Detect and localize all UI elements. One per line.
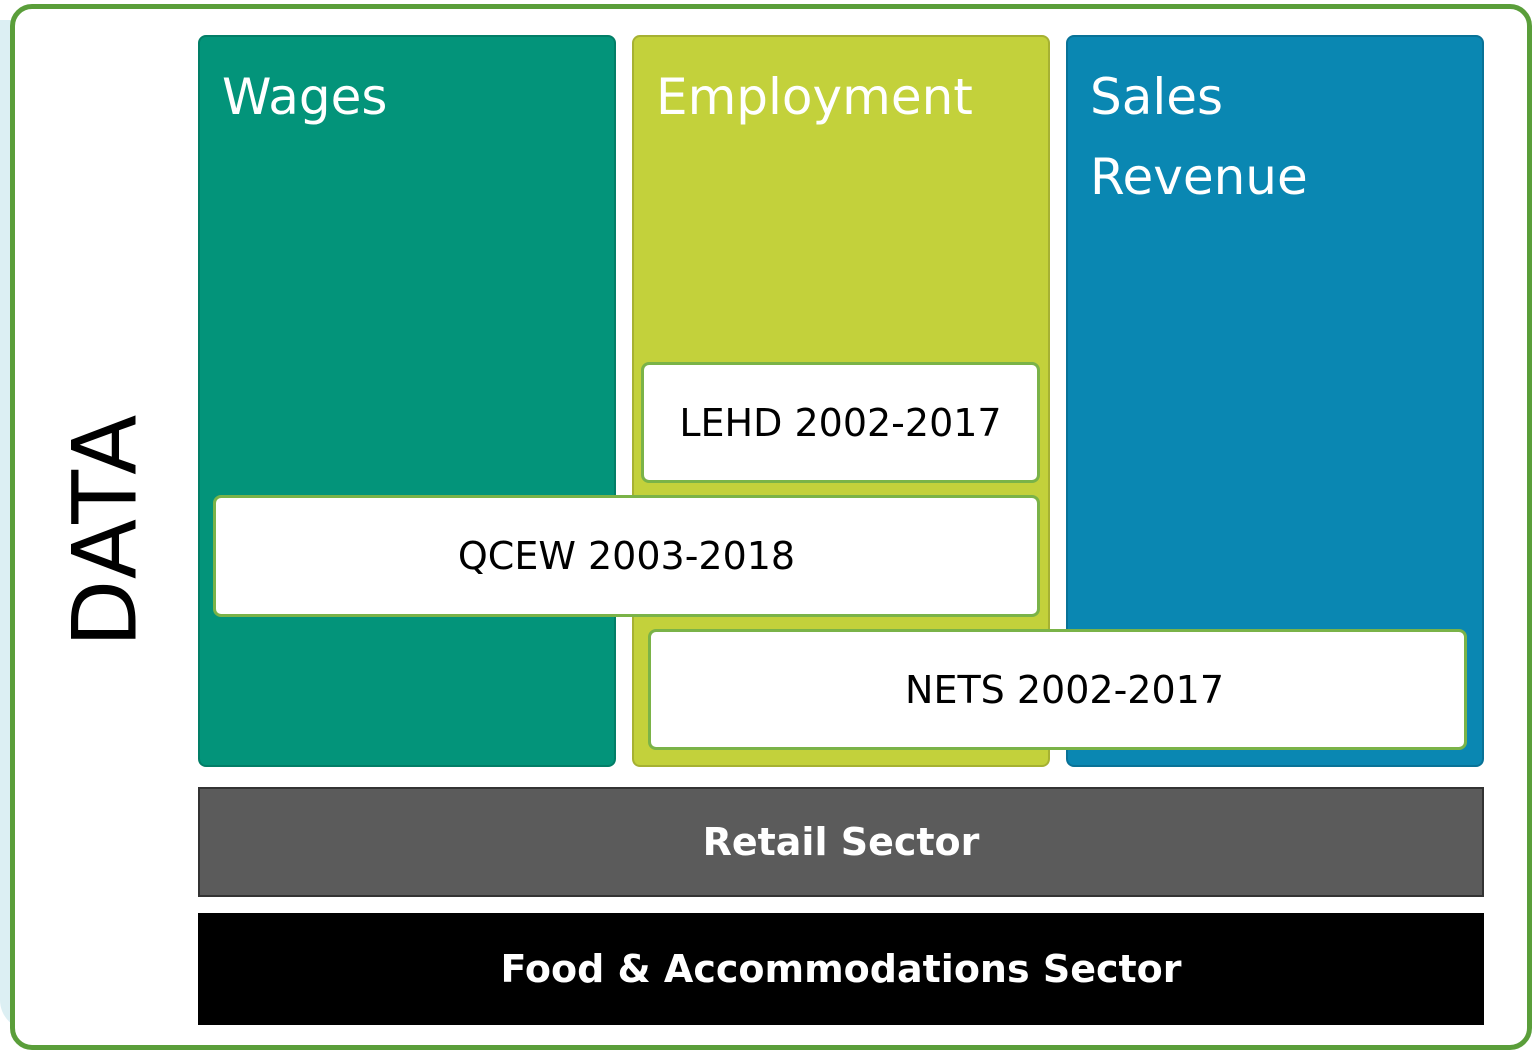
source-label: NETS 2002-2017 bbox=[905, 667, 1224, 712]
sector-bar: Food & Accommodations Sector bbox=[198, 913, 1484, 1025]
column-title: Sales Revenue bbox=[1090, 68, 1308, 206]
column-title: Wages bbox=[222, 68, 388, 126]
source-label: LEHD 2002-2017 bbox=[679, 400, 1002, 445]
source-box: QCEW 2003-2018 bbox=[213, 495, 1040, 617]
sector-label: Food & Accommodations Sector bbox=[500, 947, 1182, 991]
column-title: Employment bbox=[656, 68, 973, 126]
sector-label: Retail Sector bbox=[702, 820, 980, 864]
source-label: QCEW 2003-2018 bbox=[457, 534, 796, 578]
sector-bar: Retail Sector bbox=[198, 787, 1484, 897]
source-box: NETS 2002-2017 bbox=[648, 629, 1467, 750]
source-box: LEHD 2002-2017 bbox=[641, 362, 1040, 483]
wages-column: Wages bbox=[198, 35, 616, 767]
side-label: DATA bbox=[53, 412, 157, 648]
